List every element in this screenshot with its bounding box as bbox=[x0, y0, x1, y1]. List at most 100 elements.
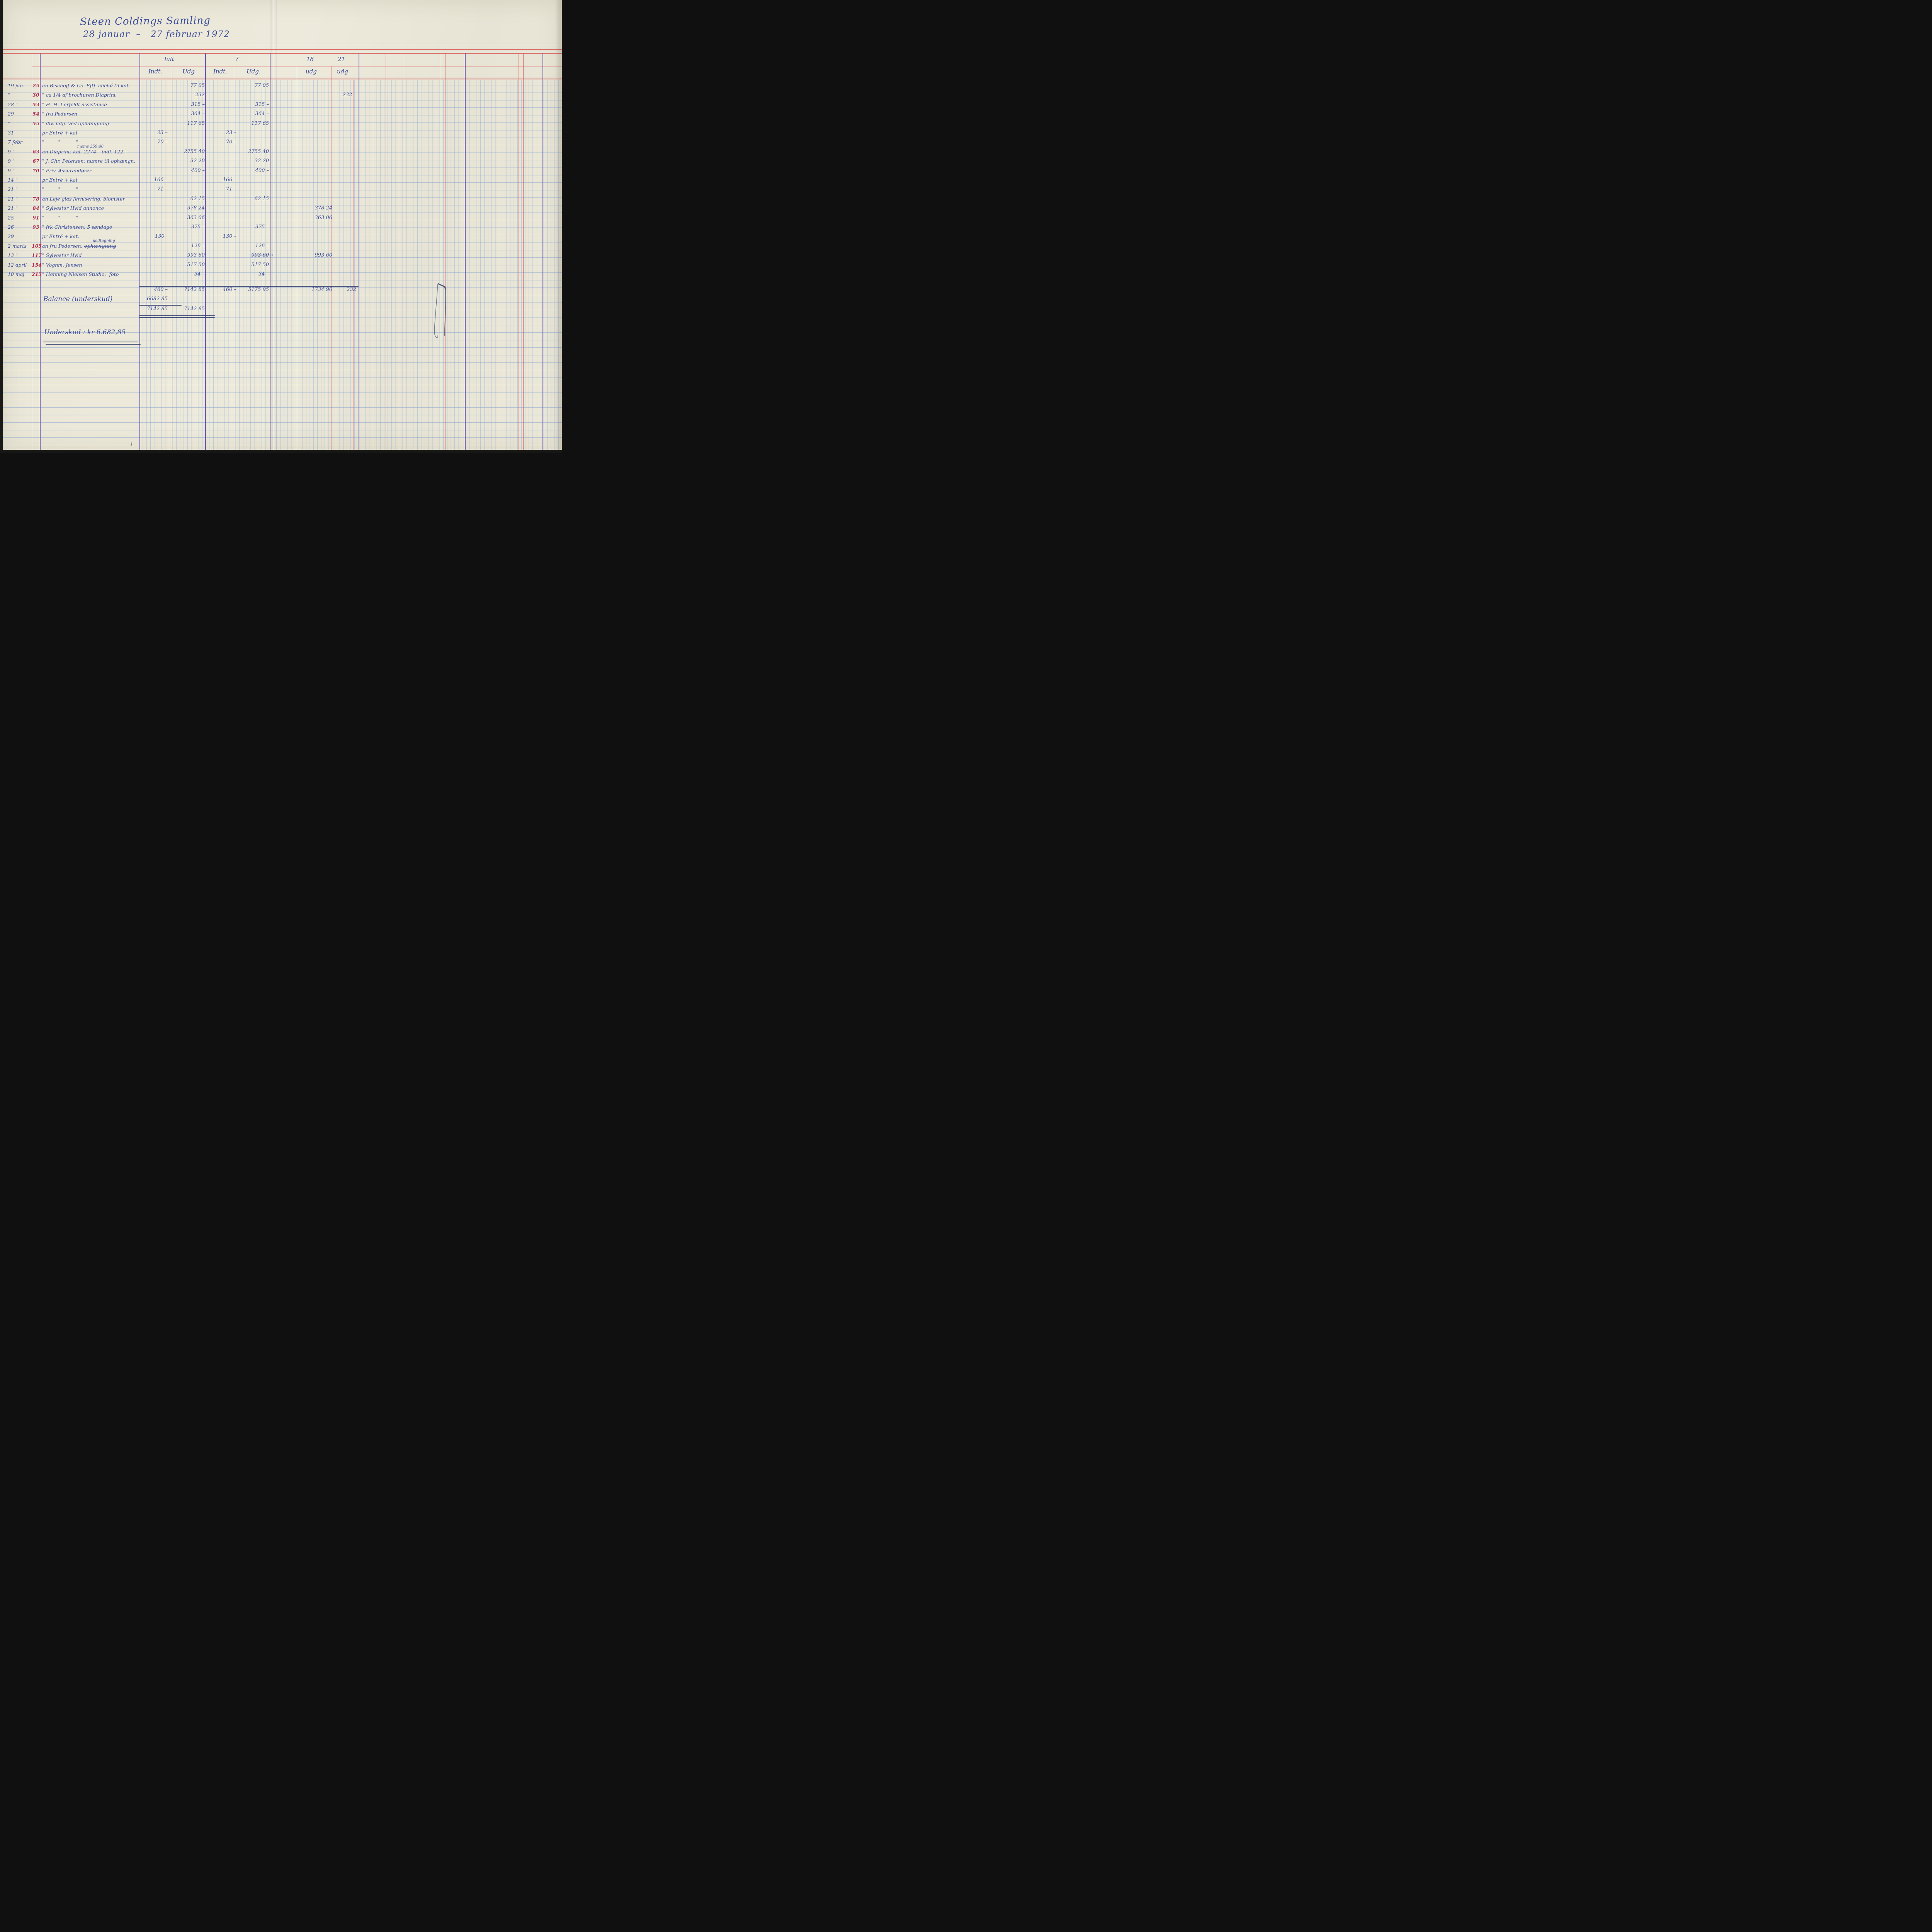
ledger-row: 7 febr " " " 70 – 70 – bbox=[0, 139, 562, 148]
row-date: 25 bbox=[8, 214, 14, 221]
ledger-row: 13 " 117 " Sylvester Hvid 993 60 993 60 → 993 … bbox=[0, 252, 562, 262]
column-header-ialt-udg: Udg bbox=[182, 68, 195, 75]
row-description: " Vognm. Jensen bbox=[42, 262, 82, 268]
amount-7-indt: 23 – bbox=[226, 130, 236, 136]
column-header-7: 7 bbox=[235, 56, 239, 63]
vertical-pinstripes bbox=[139, 80, 562, 450]
row-description: an fru Pedersen: ophængning nedtagning bbox=[42, 238, 116, 249]
amount-ialt-indt: 166 – bbox=[154, 177, 168, 183]
amount-7-indt: 70 – bbox=[226, 139, 236, 145]
amount-18-udg: 378 24 bbox=[315, 205, 333, 211]
row-description: " div. udg. ved ophængning bbox=[42, 120, 109, 126]
ledger-page-scan: Steen Coldings Samling 28 januar – 27 fe… bbox=[0, 0, 562, 453]
row-description: " " " bbox=[42, 139, 78, 145]
grid-line bbox=[464, 53, 466, 450]
row-description: " J. Chr. Petersen: numre til ophængn. bbox=[42, 158, 136, 164]
grid-line bbox=[353, 80, 354, 450]
row-description: " H. H. Lerfeldt assistance bbox=[42, 101, 107, 107]
row-description: an Diaprint: kat. 2274.– indl. 122.– moms… bbox=[42, 144, 128, 155]
right-edge-shadow bbox=[555, 0, 562, 450]
row-description: pr Entré + kat bbox=[42, 177, 78, 183]
ledger-row: " 55 " div. udg. ved ophængning 117 65 117 6… bbox=[0, 121, 562, 130]
voucher-number: 55 bbox=[32, 120, 39, 126]
ledger-row: 10 maj 215 " Henning Nielsen Studio: foto 3… bbox=[0, 271, 562, 281]
row-date: 13 " bbox=[8, 252, 18, 259]
grid-line bbox=[523, 53, 524, 450]
amount-ialt-udg: 126 – bbox=[191, 243, 205, 249]
struck-word: ophængning bbox=[84, 243, 116, 249]
amount-18-udg: 993 60 bbox=[315, 252, 333, 259]
ledger-row: 21 " " " " 71 – 71 – bbox=[0, 186, 562, 196]
ledger-row: 25 91 " " " 363 06 363 06 bbox=[0, 215, 562, 224]
amount-18-udg: 363 06 bbox=[315, 214, 333, 221]
voucher-number: 53 bbox=[32, 101, 39, 107]
amount-ialt-udg: 993 60 bbox=[187, 252, 205, 259]
amount-7-udg: 375 – bbox=[255, 224, 269, 230]
row-date: 29 bbox=[8, 111, 14, 117]
horizontal-rulings bbox=[3, 85, 562, 448]
ledger-row: 29 pr Entré + kat. 130 · 130 – bbox=[0, 233, 562, 243]
totals-separator-line bbox=[139, 286, 359, 287]
amount-ialt-indt: 130 · bbox=[155, 233, 168, 240]
row-description: " Henning Nielsen Studio: foto bbox=[42, 271, 119, 277]
underskud-underline-2 bbox=[46, 344, 141, 345]
ledger-row: 12 april 154 " Vognm. Jensen 517 50 517 50 bbox=[0, 262, 562, 271]
amount-ialt-udg: 375 – bbox=[191, 224, 205, 230]
ledger-row: 14 " pr Entré + kat 166 – 166 – bbox=[0, 177, 562, 186]
row-description: pr Entré + kat. bbox=[42, 233, 79, 240]
voucher-number: 54 bbox=[32, 111, 39, 117]
balance-separator-line bbox=[139, 305, 182, 306]
balance-label: Balance (underskud) bbox=[43, 295, 113, 303]
grid-line bbox=[39, 53, 41, 450]
final-ialt-indt: 7142 85 bbox=[147, 306, 168, 312]
ledger-row: " 30 " ca 1/4 af brochuren Diaprint 232 232 … bbox=[0, 92, 562, 101]
final-balance-row: 7142 85 7142 85 bbox=[0, 306, 562, 315]
amount-ialt-udg: 77 05 bbox=[190, 83, 205, 88]
voucher-number: 63 bbox=[32, 148, 39, 155]
voucher-number: 117 bbox=[32, 252, 42, 259]
amount-ialt-udg: 62 15 bbox=[190, 196, 205, 202]
grid-line bbox=[205, 53, 206, 450]
voucher-number: 91 bbox=[32, 214, 39, 221]
column-header-21-udg: udg bbox=[337, 68, 348, 75]
amount-7-udg: 517 50 bbox=[251, 262, 269, 268]
correction-arrow-icon: → bbox=[269, 252, 273, 259]
scan-bottom-edge bbox=[0, 450, 562, 453]
voucher-number: 67 bbox=[32, 158, 39, 164]
amount-21-udg: 232 – bbox=[342, 92, 356, 98]
ledger-row: 9 " 67 " J. Chr. Petersen: numre til ophæn… bbox=[0, 158, 562, 167]
voucher-number: 93 bbox=[32, 224, 39, 230]
underskud-note: Underskud : kr 6.682,85 bbox=[44, 328, 126, 336]
amount-ialt-udg: 232 bbox=[195, 92, 205, 98]
amount-ialt-indt: 70 – bbox=[157, 139, 168, 145]
page-number: 1 bbox=[130, 441, 133, 447]
amount-ialt-indt: 71 – bbox=[157, 186, 168, 192]
grid-line bbox=[3, 49, 562, 50]
amount-7-udg: 2755 40 bbox=[248, 148, 269, 155]
row-date: 9 " bbox=[8, 148, 15, 155]
voucher-number: 70 bbox=[32, 167, 39, 173]
row-description: " frk Christensen: 5 søndage bbox=[42, 224, 112, 230]
total-ialt-udg: 7142 85 bbox=[184, 287, 205, 293]
amount-7-udg: 400 – bbox=[255, 167, 269, 173]
grid-line bbox=[3, 53, 562, 54]
amount-ialt-udg: 517 50 bbox=[187, 262, 205, 268]
column-header-7-udg: Udg. bbox=[247, 68, 261, 75]
amount-7-udg: 126 – bbox=[255, 243, 269, 249]
row-date: 26 bbox=[8, 224, 14, 230]
ledger-row: 2 marts 105 an fru Pedersen: ophængning ned… bbox=[0, 238, 562, 252]
amount-ialt-indt: 23 – bbox=[157, 130, 168, 136]
ledger-row: 21 " 78 an Leje glas fernisering, blomster… bbox=[0, 196, 562, 205]
amount-ialt-udg: 117 65 bbox=[187, 120, 205, 126]
voucher-number: 84 bbox=[32, 205, 39, 211]
total-7-indt: 460 – bbox=[223, 287, 236, 293]
row-date: " bbox=[8, 92, 10, 98]
amount-ialt-udg: 34 – bbox=[194, 271, 205, 277]
column-header-7-indt: Indt. bbox=[213, 68, 227, 75]
row-date: 9 " bbox=[8, 167, 15, 173]
final-underline-1 bbox=[139, 315, 215, 316]
amount-7-udg: 993 60 → bbox=[251, 252, 273, 259]
amount-7-indt: 71 – bbox=[226, 186, 236, 192]
interline-annotation: nedtagning bbox=[93, 238, 115, 243]
final-ialt-udg: 7142 85 bbox=[184, 306, 205, 312]
